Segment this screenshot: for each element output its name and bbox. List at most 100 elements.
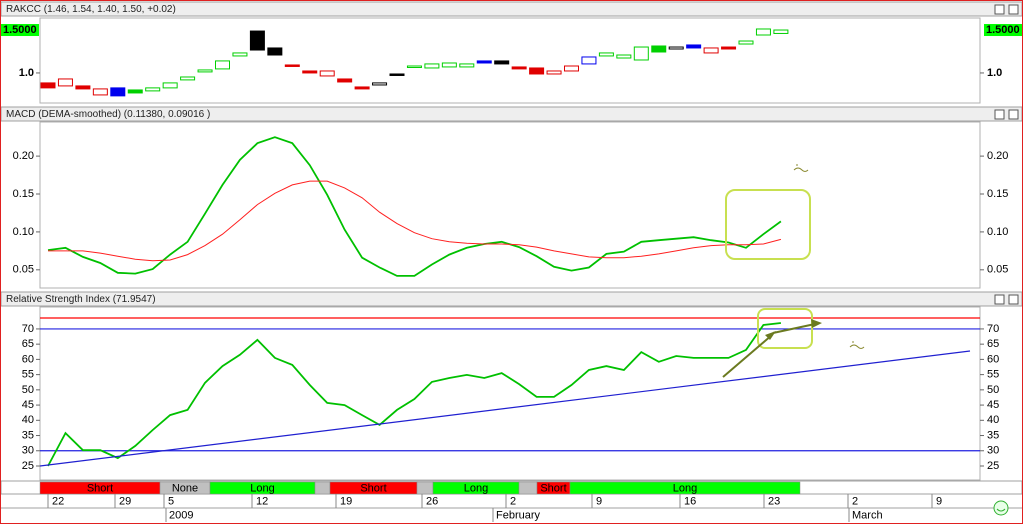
y-tick-label: 0.05	[13, 264, 34, 276]
panel-title: MACD (DEMA-smoothed) (0.11380, 0.09016 )	[6, 109, 210, 120]
candle-body	[215, 60, 230, 70]
candle-body	[511, 66, 527, 70]
candle-body	[57, 78, 73, 87]
candle-body	[424, 63, 440, 69]
candle-body	[92, 88, 108, 96]
last-price-box	[1, 24, 39, 37]
y-tick-label: 60	[22, 353, 34, 365]
panel-button[interactable]	[1008, 4, 1019, 15]
day-label: 19	[340, 495, 352, 507]
candle-body	[249, 30, 265, 51]
candle-body	[354, 86, 370, 90]
y-tick-label: 0.10	[13, 226, 34, 238]
y-tick-label: 0.15	[13, 188, 34, 200]
signal-label: None	[172, 482, 198, 494]
y-tick-label: 0.05	[987, 264, 1008, 276]
candle-body	[162, 82, 178, 89]
signal-label: Long	[673, 482, 697, 494]
y-tick-label: 55	[22, 369, 34, 381]
candle-body	[337, 78, 353, 83]
signal-label: Short	[540, 482, 566, 494]
candle-body	[668, 46, 684, 50]
day-label: 5	[168, 495, 174, 507]
candle-body	[302, 70, 318, 74]
candle-body	[633, 46, 649, 61]
y-tick-label: 1.0	[19, 67, 34, 79]
candle-body	[459, 63, 475, 68]
annotation-mark	[793, 164, 809, 172]
data-line	[47, 136, 782, 277]
status-icon[interactable]	[993, 500, 1009, 516]
candle-body	[389, 73, 405, 76]
data-line	[47, 322, 782, 467]
panel-title: Relative Strength Index (71.9547)	[6, 294, 156, 305]
data-line	[48, 180, 782, 262]
day-label: 12	[256, 495, 268, 507]
day-label: 16	[684, 495, 696, 507]
y-tick-label: 40	[987, 414, 999, 426]
signal-segment	[569, 481, 801, 495]
y-tick-label: 25	[987, 460, 999, 472]
day-label: 26	[426, 495, 438, 507]
candle-body	[127, 89, 143, 94]
panel-button[interactable]	[1008, 109, 1019, 120]
candle-body	[529, 67, 545, 75]
arrow	[772, 323, 816, 334]
plot-frame	[39, 306, 981, 481]
candle-body	[476, 60, 492, 64]
period-label: March	[852, 509, 883, 521]
plot-frame	[39, 121, 981, 289]
day-label: 23	[768, 495, 780, 507]
signal-segment	[314, 481, 331, 495]
y-tick-label: 45	[22, 399, 34, 411]
last-price-label: 1.5000	[986, 24, 1020, 36]
day-label: 2	[510, 495, 516, 507]
y-tick-label: 25	[22, 460, 34, 472]
y-tick-label: 0.10	[987, 226, 1008, 238]
candle-body	[75, 85, 91, 90]
day-label: 9	[936, 495, 942, 507]
candle-body	[546, 70, 562, 75]
plot-frame	[39, 17, 981, 104]
candle-body	[738, 40, 754, 45]
candle-body	[441, 62, 457, 68]
panel-button[interactable]	[994, 4, 1005, 15]
y-tick-label: 65	[22, 338, 34, 350]
last-price-label: 1.5000	[3, 24, 37, 36]
candle-body	[267, 47, 283, 56]
panel-button[interactable]	[994, 294, 1005, 305]
y-tick-label: 70	[22, 323, 34, 335]
period-label: February	[496, 509, 541, 521]
y-tick-label: 0.15	[987, 188, 1008, 200]
arrow	[722, 334, 773, 378]
panel-button[interactable]	[994, 109, 1005, 120]
y-tick-label: 55	[987, 369, 999, 381]
arrow-head	[811, 319, 822, 328]
y-tick-label: 65	[987, 338, 999, 350]
candle-body	[616, 54, 632, 59]
candle-body	[686, 44, 702, 49]
signal-segment	[518, 481, 538, 495]
candle-body	[494, 60, 510, 65]
y-tick-label: 35	[987, 429, 999, 441]
y-tick-label: 35	[22, 429, 34, 441]
day-label: 9	[596, 495, 602, 507]
annotation-mark	[849, 341, 865, 349]
signal-label: Short	[360, 482, 386, 494]
y-tick-label: 30	[22, 445, 34, 457]
day-label: 2	[852, 495, 858, 507]
y-tick-label: 30	[987, 445, 999, 457]
candle-body	[721, 46, 737, 50]
candle-body	[755, 28, 771, 36]
candle-body	[110, 87, 126, 97]
signal-label: Short	[87, 482, 113, 494]
panel-button[interactable]	[1008, 294, 1019, 305]
y-tick-label: 40	[22, 414, 34, 426]
y-tick-label: 45	[987, 399, 999, 411]
candle-body	[232, 52, 248, 57]
candle-body	[180, 76, 196, 81]
y-tick-label: 0.20	[13, 150, 34, 162]
candle-body	[773, 29, 789, 34]
